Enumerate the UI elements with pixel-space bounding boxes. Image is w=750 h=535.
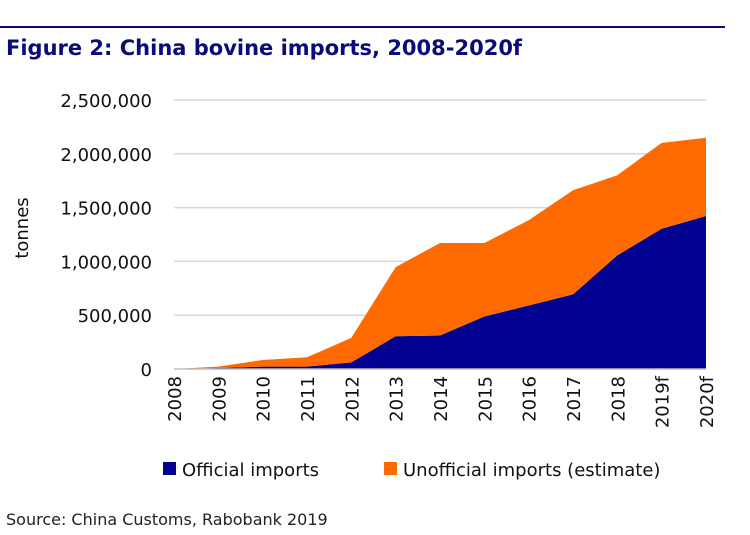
x-tick-label: 2019f [653,375,674,428]
x-tick-label: 2017 [564,376,585,422]
y-tick-label: 2,000,000 [60,145,152,166]
x-tick-label: 2016 [520,376,541,422]
y-tick-label: 1,500,000 [60,199,152,220]
chart-title: Figure 2: China bovine imports, 2008-202… [6,36,523,60]
x-tick-label: 2014 [431,376,452,422]
legend-swatch-unofficial [384,462,397,475]
x-tick-label: 2011 [298,376,319,422]
area-series-official [174,215,706,369]
y-axis-label: tonnes [12,197,33,258]
source-note: Source: China Customs, Rabobank 2019 [6,510,328,529]
legend-label-official: Official imports [182,460,319,481]
x-tick-label: 2015 [475,376,496,422]
y-tick-label: 500,000 [78,306,152,327]
x-tick-label: 2013 [387,376,408,422]
x-tick-label: 2012 [342,376,363,422]
y-tick-label: 1,000,000 [60,252,152,273]
legend-label-unofficial: Unofficial imports (estimate) [403,460,660,481]
area-series-unofficial [174,137,706,369]
x-tick-label: 2008 [165,376,186,422]
x-tick-label: 2018 [608,376,629,422]
y-tick-label: 2,500,000 [60,91,152,112]
x-tick-label: 2009 [209,376,230,422]
title-rule [0,26,725,28]
y-tick-label: 0 [141,360,152,381]
x-tick-label: 2020f [697,375,718,428]
legend-swatch-official [163,462,176,475]
x-tick-label: 2010 [254,376,275,422]
